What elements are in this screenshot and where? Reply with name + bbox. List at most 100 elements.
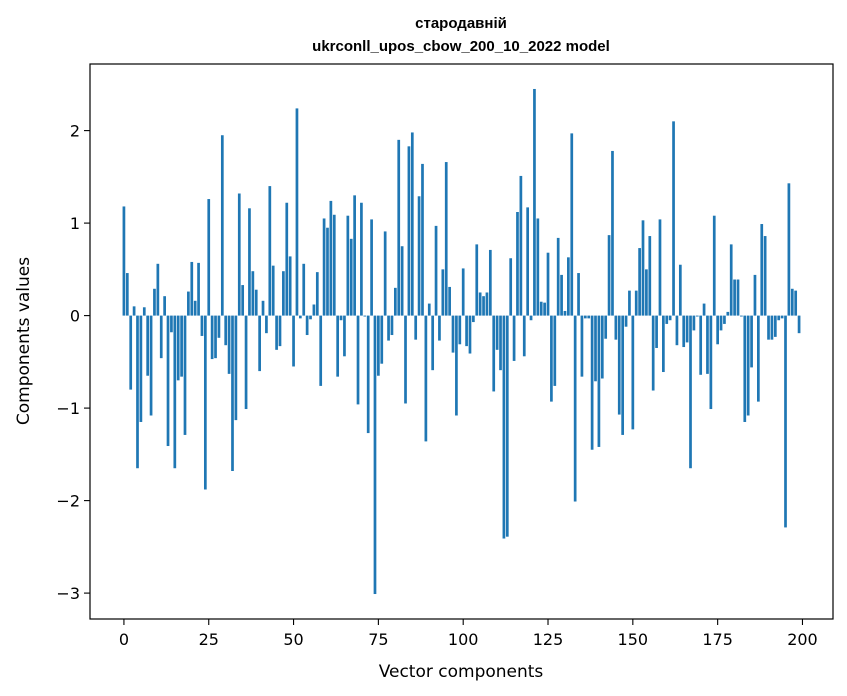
bar-81 <box>397 139 401 316</box>
bar-54 <box>305 315 309 336</box>
bar-112 <box>502 315 506 539</box>
bar-75 <box>377 315 380 376</box>
bar-64 <box>339 315 343 321</box>
bar-2 <box>129 315 133 390</box>
bar-104 <box>475 244 479 316</box>
y-tick-label: −3 <box>56 584 80 603</box>
bar-196 <box>787 183 791 316</box>
x-axis-ticks: 0 25 50 75 100 125 150 175 200 <box>119 619 818 649</box>
bar-151 <box>634 290 638 316</box>
bar-56 <box>312 304 316 316</box>
bar-141 <box>600 315 604 379</box>
y-axis-ticks: −3 −2 −1 0 1 2 <box>56 122 90 603</box>
bar-95 <box>444 162 448 316</box>
bar-37 <box>248 208 251 316</box>
bar-21 <box>193 300 197 316</box>
bar-85 <box>410 132 414 316</box>
bar-98 <box>455 315 458 416</box>
bar-8 <box>149 315 153 416</box>
bar-145 <box>614 315 618 340</box>
y-tick-label: 2 <box>70 122 80 141</box>
bar-180 <box>733 279 736 316</box>
bar-117 <box>519 175 523 316</box>
bar-101 <box>465 315 468 347</box>
bar-116 <box>516 212 519 316</box>
bar-159 <box>662 315 665 373</box>
bar-49 <box>288 256 292 316</box>
bar-59 <box>322 218 326 316</box>
bar-123 <box>539 301 543 316</box>
bar-143 <box>607 235 611 316</box>
bar-20 <box>190 261 194 316</box>
bar-136 <box>583 315 587 319</box>
chart-title-line-2: ukrconll_upos_cbow_200_10_2022 model <box>312 38 610 55</box>
bar-114 <box>509 258 513 316</box>
bar-154 <box>645 269 648 316</box>
bar-29 <box>220 135 224 316</box>
bar-135 <box>580 315 584 377</box>
bar-52 <box>298 315 302 319</box>
bar-147 <box>621 315 625 435</box>
bar-39 <box>254 289 258 316</box>
plot-frame <box>89 63 834 620</box>
bar-187 <box>757 315 760 402</box>
bar-194 <box>780 315 784 319</box>
bar-167 <box>689 315 692 469</box>
bar-47 <box>282 271 285 316</box>
bar-155 <box>648 236 652 316</box>
bar-115 <box>512 315 516 361</box>
bar-24 <box>203 315 207 490</box>
bar-61 <box>329 200 333 316</box>
bar-172 <box>706 315 709 374</box>
bar-31 <box>227 315 231 374</box>
bar-50 <box>292 315 295 367</box>
bar-62 <box>332 214 336 316</box>
bar-110 <box>495 315 499 350</box>
bar-109 <box>492 315 496 392</box>
bar-7 <box>146 315 150 376</box>
x-axis-label: Vector components <box>379 662 544 682</box>
bar-189 <box>763 236 767 316</box>
bar-191 <box>770 315 774 340</box>
bar-84 <box>407 146 411 316</box>
bar-105 <box>478 292 482 316</box>
bar-6 <box>142 307 146 316</box>
bar-48 <box>285 202 289 316</box>
bar-171 <box>702 303 706 316</box>
bar-157 <box>655 315 658 348</box>
bar-9 <box>153 288 156 316</box>
bar-173 <box>709 315 713 410</box>
bar-1 <box>125 273 129 316</box>
bar-93 <box>438 315 441 341</box>
bar-58 <box>319 315 323 386</box>
bar-124 <box>543 302 546 316</box>
bar-38 <box>251 271 255 316</box>
bar-121 <box>533 88 536 316</box>
bar-192 <box>773 315 777 337</box>
y-tick-label: 1 <box>70 214 80 233</box>
bar-120 <box>529 315 533 321</box>
bar-177 <box>723 315 726 324</box>
x-tick-label: 75 <box>368 630 388 649</box>
bar-94 <box>441 269 445 316</box>
bar-153 <box>641 220 645 316</box>
bar-108 <box>488 249 492 316</box>
bar-88 <box>421 163 424 316</box>
bar-156 <box>651 315 655 391</box>
bar-119 <box>526 207 530 316</box>
bar-193 <box>777 315 781 321</box>
bar-23 <box>200 315 204 336</box>
bar-45 <box>275 315 278 350</box>
bar-142 <box>604 315 608 339</box>
bar-82 <box>400 246 404 316</box>
bar-28 <box>217 315 221 338</box>
bar-34 <box>237 193 241 316</box>
bar-12 <box>163 296 166 316</box>
bar-91 <box>431 315 435 371</box>
bar-165 <box>682 315 686 348</box>
bar-66 <box>346 215 350 316</box>
bar-96 <box>448 286 451 316</box>
bar-77 <box>383 231 387 316</box>
x-tick-label: 0 <box>119 630 129 649</box>
